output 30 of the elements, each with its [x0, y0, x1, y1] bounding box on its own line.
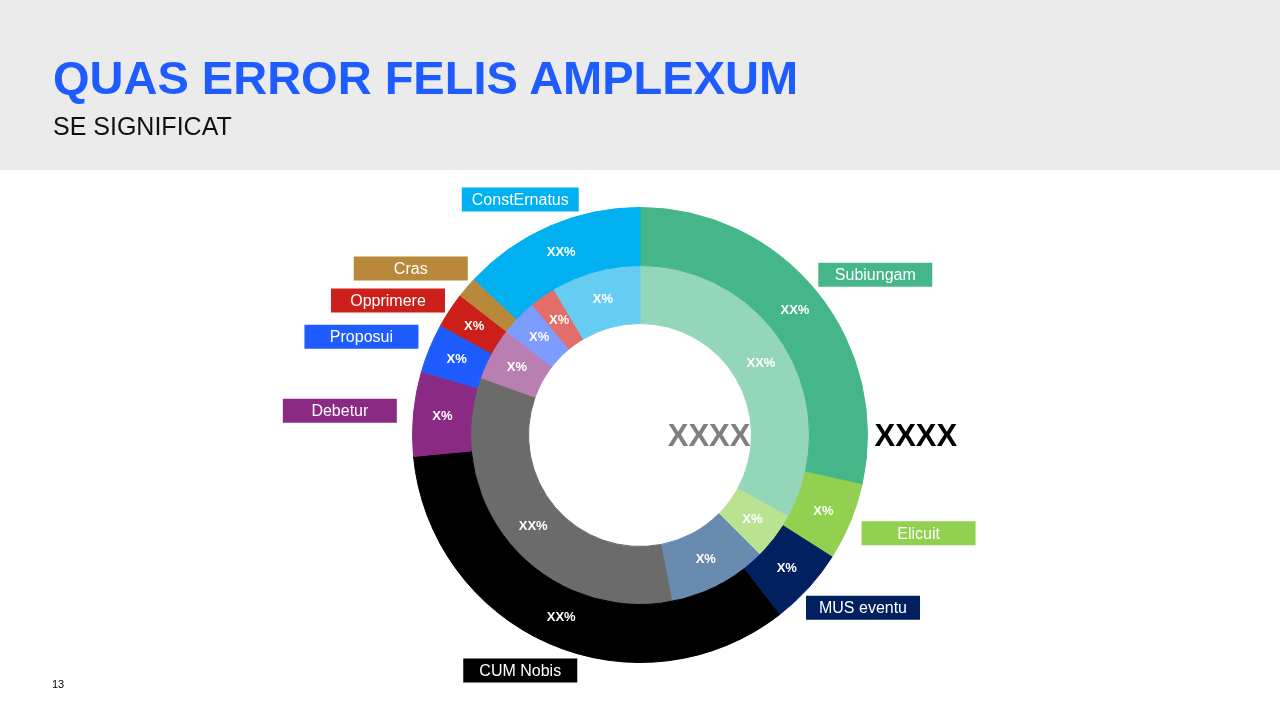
- data-label: X%: [776, 560, 798, 576]
- slice-label: CUM Nobis: [479, 661, 562, 679]
- data-label: X%: [695, 550, 717, 566]
- text: 13: [52, 678, 65, 690]
- slice-label: ConstErnatus: [471, 191, 569, 208]
- data-label: X%: [446, 350, 468, 366]
- slice-label: Proposui: [329, 328, 394, 346]
- data-label: X%: [813, 502, 834, 518]
- data-label: XX%: [780, 302, 810, 318]
- text: XXXX: [667, 417, 751, 453]
- slice-label: Subiungam: [834, 266, 916, 284]
- slice-label: Elicuit: [897, 524, 941, 542]
- slice-label: MUS eventu: [818, 599, 908, 617]
- data-label: X%: [742, 510, 763, 526]
- data-label: XX%: [546, 244, 577, 260]
- data-label: XX%: [746, 355, 776, 371]
- data-label: X%: [432, 407, 453, 423]
- data-label: X%: [592, 291, 614, 307]
- data-label: XX%: [546, 608, 577, 624]
- slice-label: Opprimere: [350, 291, 426, 309]
- slice-label: Debetur: [311, 402, 369, 420]
- data-label: X%: [529, 328, 550, 344]
- data-label: XX%: [518, 517, 549, 533]
- chart-subtitle: SE SIGNIFICAT: [53, 112, 232, 140]
- slice-label: Cras: [393, 259, 428, 277]
- data-label: X%: [549, 311, 570, 327]
- data-label: X%: [463, 317, 485, 333]
- chart-title: QUAS ERROR FELIS AMPLEXUM: [53, 51, 799, 104]
- data-label: X%: [506, 358, 528, 374]
- text: XXXX: [874, 417, 958, 453]
